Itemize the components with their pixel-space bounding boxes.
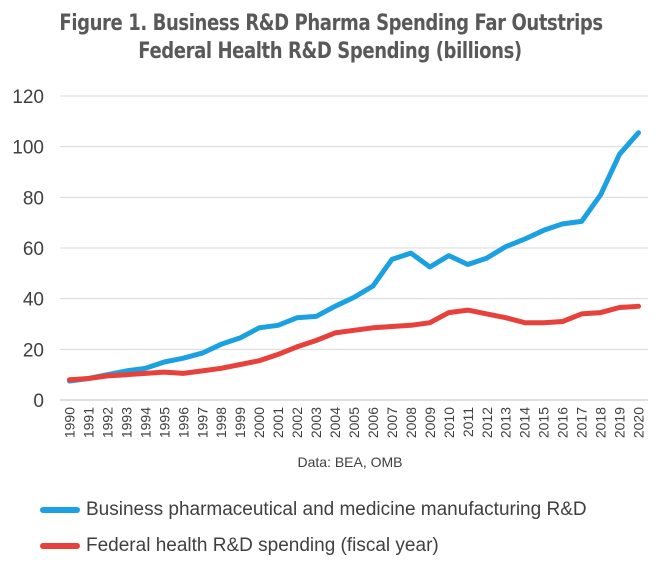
x-tick-label: 2008: [403, 407, 419, 438]
x-tick-label: 1999: [232, 407, 248, 438]
y-tick-label: 20: [23, 340, 44, 361]
series-lines: [67, 130, 641, 384]
x-tick-label: 1993: [118, 407, 134, 438]
x-tick-label: 2009: [422, 407, 438, 438]
x-tick-label: 1995: [156, 407, 172, 438]
legend-item-business: Business pharmaceutical and medicine man…: [40, 495, 587, 525]
chart-title: Figure 1. Business R&D Pharma Spending F…: [59, 10, 603, 66]
y-tick-label: 40: [23, 290, 44, 311]
chart-title-line-1: Figure 1. Business R&D Pharma Spending F…: [59, 11, 603, 36]
x-tick-label: 2000: [251, 407, 267, 438]
legend-swatch-business: [40, 507, 80, 513]
x-tick-label: 2014: [517, 407, 533, 438]
x-tick-label: 2010: [441, 407, 457, 438]
legend-label-federal: Federal health R&D spending (fiscal year…: [86, 535, 439, 556]
legend-item-federal: Federal health R&D spending (fiscal year…: [40, 531, 439, 561]
y-tick-label: 0: [33, 391, 44, 412]
x-tick-label: 2017: [574, 407, 590, 438]
x-tick-label: 2016: [555, 407, 571, 438]
source-note: Data: BEA, OMB: [297, 454, 402, 470]
y-tick-label: 100: [12, 138, 44, 159]
x-tick-label: 2018: [593, 407, 609, 438]
x-tick-label: 2005: [346, 407, 362, 438]
legend-swatch-federal: [40, 543, 80, 549]
x-tick-label: 2001: [270, 407, 286, 438]
series-line-federal: [67, 303, 641, 383]
y-tick-label: 60: [23, 239, 44, 260]
x-tick-label: 1991: [80, 407, 96, 438]
x-tick-label: 1990: [61, 407, 77, 438]
x-tick-label: 2004: [327, 407, 343, 438]
y-tick-labels: 0 20 40 60 80 100 120: [12, 87, 44, 412]
x-tick-label: 1992: [99, 407, 115, 438]
x-tick-label: 2019: [612, 407, 628, 438]
series-line-business: [67, 130, 641, 384]
x-tick-label: 2013: [498, 407, 514, 438]
x-tick-label: 2007: [384, 407, 400, 438]
legend-label-business: Business pharmaceutical and medicine man…: [86, 499, 587, 520]
x-tick-label: 2011: [460, 407, 476, 437]
y-tick-label: 120: [12, 87, 44, 108]
x-tick-label: 2015: [536, 407, 552, 438]
grid-lines: [60, 95, 648, 401]
x-tick-label: 1996: [175, 407, 191, 438]
line-chart: 0 20 40 60 80 100 120 1990 1991 1992 1993 1994 1995…: [12, 87, 648, 470]
x-tick-labels: 1990 1991 1992 1993 1994 1995 1996 1997 1998 1999…: [61, 407, 646, 438]
x-tick-label: 2002: [289, 407, 305, 438]
y-tick-label: 80: [23, 188, 44, 209]
x-tick-label: 2020: [631, 407, 647, 438]
x-tick-label: 1998: [213, 407, 229, 438]
x-tick-label: 2006: [365, 407, 381, 438]
x-tick-label: 1997: [194, 407, 210, 438]
x-tick-label: 2012: [479, 407, 495, 438]
chart-title-line-2: Federal Health R&D Spending (billions): [138, 39, 522, 64]
x-tick-label: 1994: [137, 407, 153, 438]
x-tick-label: 2003: [308, 407, 324, 438]
